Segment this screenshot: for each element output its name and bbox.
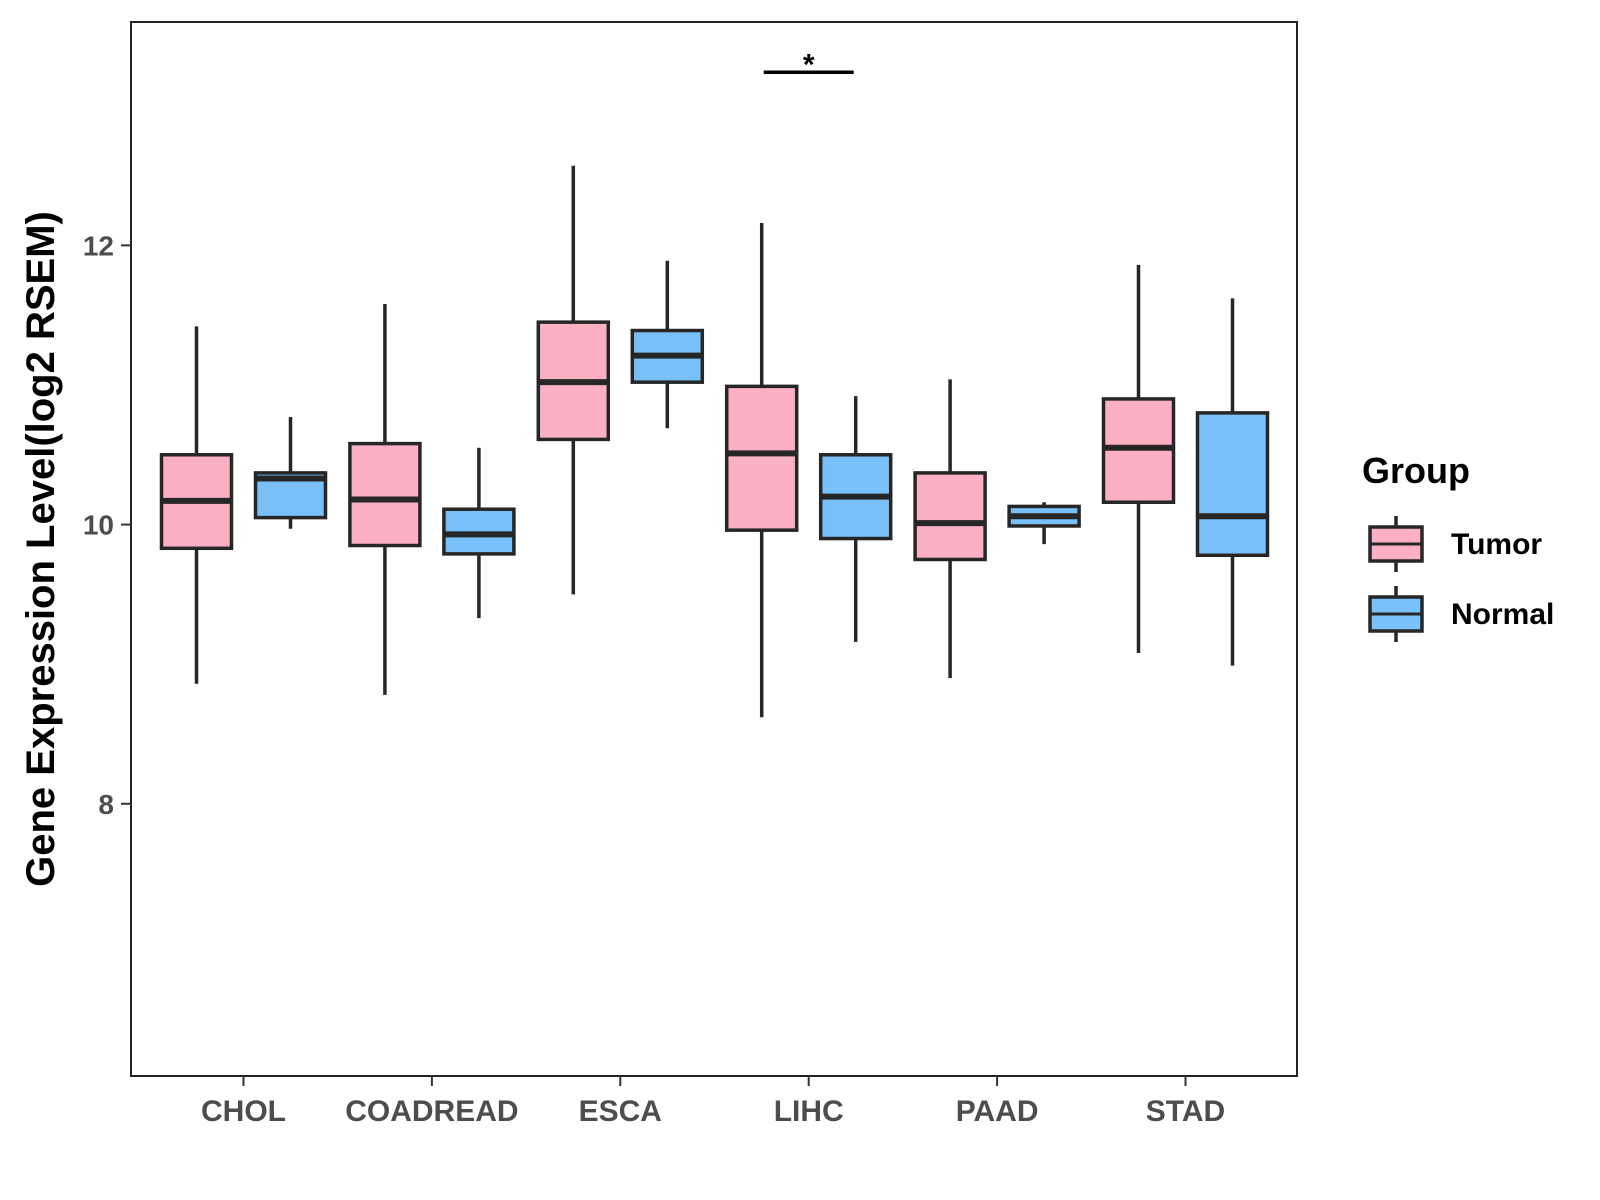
significance-label-lihc: * [803, 48, 815, 81]
legend-label-tumor: Tumor [1451, 528, 1542, 561]
x-tick-label-chol: CHOL [201, 1095, 286, 1128]
legend-item-tumor: Tumor [1368, 516, 1542, 572]
box-normal-coadread [442, 447, 516, 619]
legend-item-normal: Normal [1368, 586, 1554, 642]
box-body-tumor-paad [913, 471, 987, 562]
box-normal-paad [1007, 502, 1081, 545]
box-tumor-esca [536, 165, 611, 595]
box-tumor-paad [913, 379, 987, 679]
plot-panel-border [130, 21, 1298, 1077]
annotations-layer: * [763, 48, 854, 81]
box-tumor-coadread [348, 303, 422, 695]
box-tumor-stad [1101, 264, 1176, 654]
legend: Group Tumor Normal [1362, 450, 1554, 642]
y-tick-label-10: 10 [83, 510, 114, 541]
y-tick-label-12: 12 [83, 230, 114, 261]
legend-label-normal: Normal [1451, 598, 1554, 631]
box-tumor-chol [159, 326, 234, 684]
box-body-normal-stad [1195, 411, 1270, 558]
box-body-tumor-coadread [348, 441, 422, 548]
boxes-layer [159, 165, 1270, 718]
box-normal-esca [630, 260, 705, 429]
y-axis-title: Gene Expression Level(log2 RSEM) [19, 211, 63, 887]
box-normal-stad [1195, 298, 1270, 666]
box-normal-lihc [818, 396, 893, 642]
legend-title: Group [1362, 450, 1470, 491]
x-tick-label-lihc: LIHC [774, 1095, 844, 1128]
box-normal-chol [253, 417, 328, 529]
box-body-tumor-lihc [724, 384, 799, 532]
x-tick-label-paad: PAAD [956, 1095, 1039, 1128]
x-tick-label-esca: ESCA [579, 1095, 662, 1128]
x-tick-label-coadread: COADREAD [345, 1095, 518, 1128]
axes-layer: 8 10 12 CHOL COADREAD ESCA LIHC PAAD STAD [83, 230, 1225, 1128]
box-tumor-lihc [724, 223, 799, 718]
x-tick-label-stad: STAD [1146, 1095, 1225, 1128]
y-tick-label-8: 8 [98, 789, 114, 820]
